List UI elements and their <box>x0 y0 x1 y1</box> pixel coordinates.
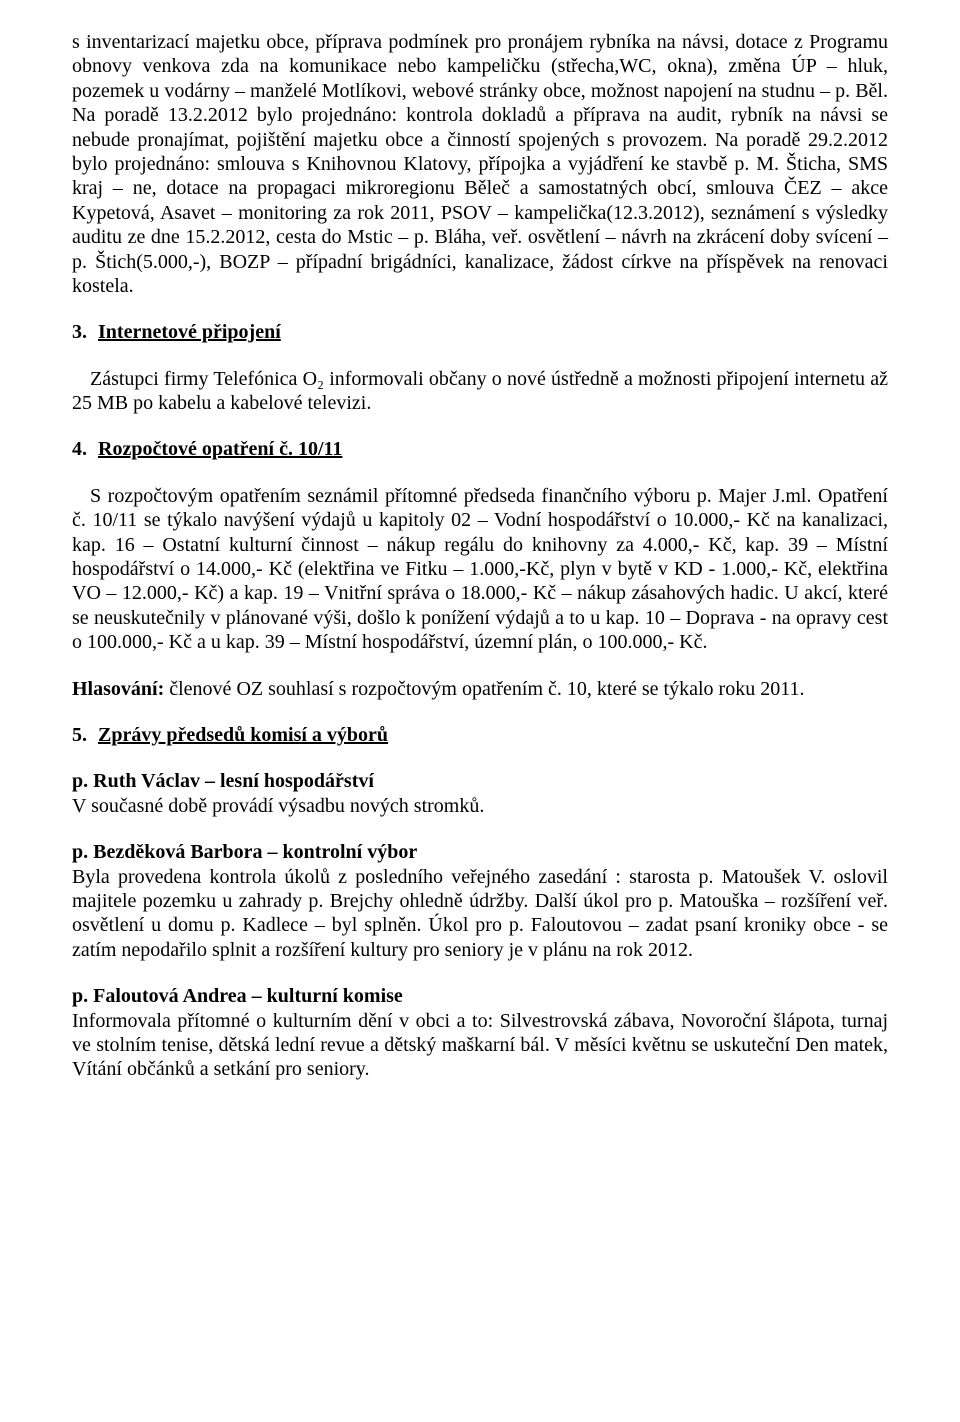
subsection-ruth: p. Ruth Václav – lesní hospodářství V so… <box>72 769 888 818</box>
section-3-number: 3. <box>72 321 87 343</box>
subsection-faloutova-body: Informovala přítomné o kulturním dění v … <box>72 1009 888 1082</box>
section-3-body: Zástupci firmy Telefónica O₂ informovali… <box>72 367 888 416</box>
section-4-number: 4. <box>72 438 87 460</box>
subsection-bezdekova: p. Bezděková Barbora – kontrolní výbor B… <box>72 840 888 962</box>
subsection-bezdekova-body: Byla provedena kontrola úkolů z poslední… <box>72 865 888 963</box>
section-5-heading: 5. Zprávy předsedů komisí a výborů <box>72 723 888 747</box>
subsection-ruth-body: V současné době provádí výsadbu nových s… <box>72 794 888 818</box>
section-4-vote: Hlasování: členové OZ souhlasí s rozpočt… <box>72 677 888 701</box>
intro-paragraph: s inventarizací majetku obce, příprava p… <box>72 30 888 298</box>
vote-text: členové OZ souhlasí s rozpočtovým opatře… <box>164 678 804 700</box>
section-3-title: Internetové připojení <box>98 321 281 343</box>
subsection-faloutova-head: p. Faloutová Andrea – kulturní komise <box>72 984 888 1008</box>
section-3-heading: 3. Internetové připojení <box>72 320 888 344</box>
vote-label: Hlasování: <box>72 678 164 700</box>
subsection-bezdekova-head: p. Bezděková Barbora – kontrolní výbor <box>72 840 888 864</box>
subsection-faloutova: p. Faloutová Andrea – kulturní komise In… <box>72 984 888 1082</box>
subsection-ruth-head: p. Ruth Václav – lesní hospodářství <box>72 769 888 793</box>
section-5-number: 5. <box>72 724 87 746</box>
section-4-title: Rozpočtové opatření č. 10/11 <box>98 438 342 460</box>
section-4-heading: 4. Rozpočtové opatření č. 10/11 <box>72 437 888 461</box>
section-5-title: Zprávy předsedů komisí a výborů <box>98 724 388 746</box>
section-4-body: S rozpočtovým opatřením seznámil přítomn… <box>72 484 888 655</box>
